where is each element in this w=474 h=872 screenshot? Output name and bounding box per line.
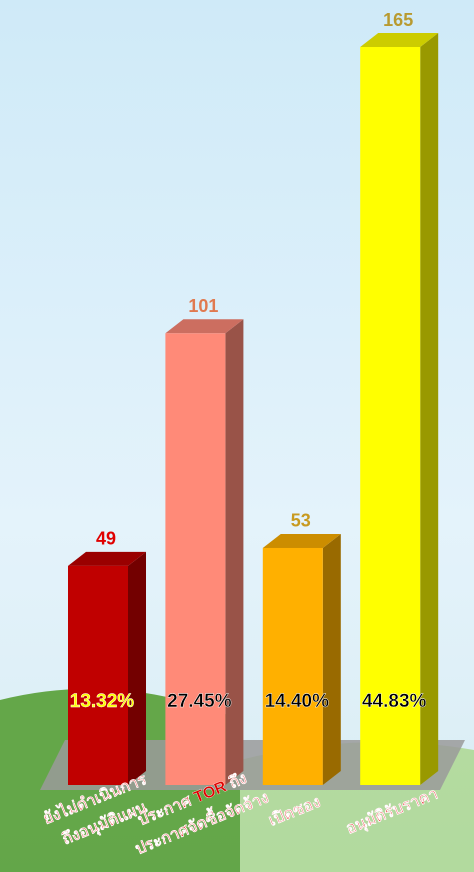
- bar-side: [420, 33, 438, 785]
- value-label: 101: [188, 296, 218, 316]
- bar-side: [323, 534, 341, 785]
- value-label: 49: [96, 529, 116, 549]
- share-label: 44.83%: [362, 691, 427, 712]
- share-label: 14.40%: [265, 691, 330, 712]
- share-label: 13.32%: [70, 691, 135, 712]
- share-label: 27.45%: [167, 691, 232, 712]
- value-label: 165: [383, 10, 413, 30]
- bar: [360, 47, 420, 785]
- bar: [68, 566, 128, 785]
- bar-side: [128, 552, 146, 785]
- bar-side: [225, 319, 243, 785]
- page: 4913.32%ยังไม่ดำเนินการถึงอนุมัติแผน1012…: [0, 0, 474, 872]
- chart: 4913.32%ยังไม่ดำเนินการถึงอนุมัติแผน1012…: [0, 0, 474, 872]
- value-label: 53: [291, 511, 311, 531]
- bar: [263, 548, 323, 785]
- bar: [165, 333, 225, 785]
